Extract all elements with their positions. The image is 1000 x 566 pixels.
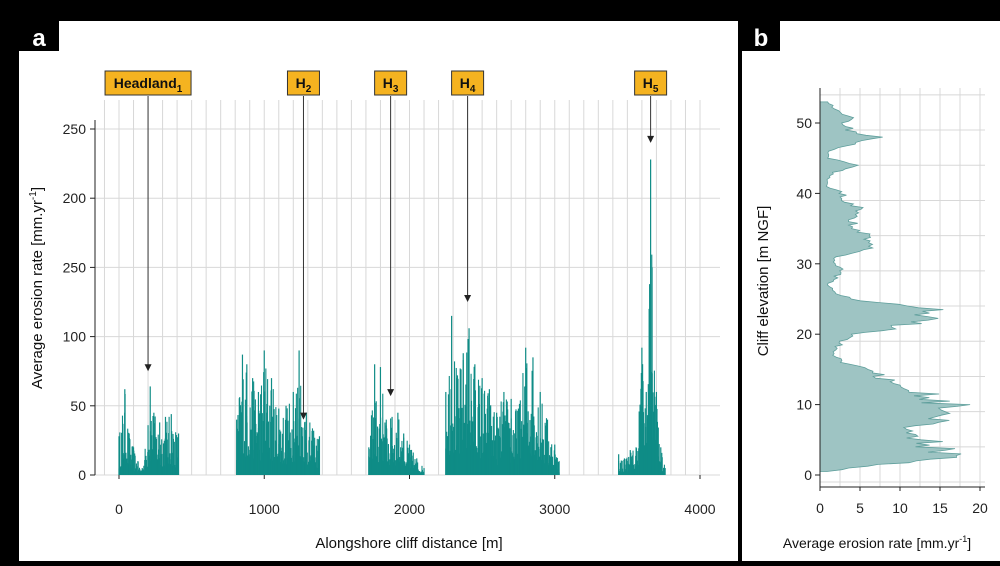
panel-b-y-tick-label: 10 [796, 397, 812, 413]
panel-a-x-axis-label: Alongshore cliff distance [m] [315, 535, 502, 552]
panel-a-x-tick-label: 0 [115, 501, 123, 517]
headland-label-text: H3 [383, 75, 399, 95]
panel-b-profile [819, 101, 971, 472]
headland-arrow-head [464, 295, 472, 302]
panel-a-x-tick-label: 4000 [684, 501, 715, 517]
panel-a-background [19, 21, 738, 561]
panel-a-letter: a [32, 25, 46, 52]
panel-a-bars [118, 159, 666, 475]
panel-b-letter: b [754, 25, 769, 52]
panel-a-x-tick-label: 3000 [539, 501, 570, 517]
headland-label-box [104, 70, 192, 96]
panel-b-x-tick-label: 10 [892, 500, 908, 516]
panel-b-x-tick-label: 15 [932, 500, 948, 516]
panel-a-y-tick-label: 100 [63, 329, 87, 345]
panel-a-x-tick-label: 1000 [249, 501, 280, 517]
headland-label-box [634, 70, 668, 96]
panel-a-grid [95, 100, 720, 476]
panel-a-y-tick-label: 250 [63, 121, 87, 137]
headland-arrow-head [387, 389, 395, 397]
panel-a-y-tick-label: 50 [70, 398, 86, 414]
headland-arrow-head [144, 364, 152, 372]
panel-b-y-tick-label: 20 [796, 326, 812, 342]
panel-b-x-tick-label: 5 [856, 500, 864, 516]
headland-label-text: H4 [460, 75, 476, 95]
headland-label-text: H2 [296, 75, 312, 95]
panel-a-y-tick-label: 0 [78, 467, 86, 483]
panel-b-background [742, 21, 1000, 561]
panel-a-headland-labels: Headland1 H2 H3 H4 H5 [104, 70, 668, 420]
panel-b-y-tick-label: 40 [796, 185, 812, 201]
panel-a-axes: 0 50 100 250 200 250 0 1000 2000 3000 4000 [63, 120, 716, 517]
panel-b-y-tick-label: 0 [804, 467, 812, 483]
headland-label-text: Headland1 [114, 75, 183, 95]
panel-a-y-tick-label: 250 [63, 259, 87, 275]
panel-b-y-tick-label: 50 [796, 115, 812, 131]
panel-b-letter-box [742, 21, 780, 51]
panel-b-x-tick-label: 0 [816, 500, 824, 516]
headland-label-box [451, 70, 485, 96]
headland-arrow-head [299, 412, 307, 420]
panel-b-y-tick-label: 30 [796, 256, 812, 272]
panel-a-y-axis-label: Average erosion rate [mm.yr-1] [28, 187, 46, 389]
panel-a-letter-box [19, 21, 59, 51]
panel-b-y-axis-label: Cliff elevation [m NGF] [755, 206, 772, 357]
panel-a-y-tick-label: 200 [63, 190, 87, 206]
panel-a-x-tick-label: 2000 [394, 501, 425, 517]
headland-arrow-head [647, 135, 655, 143]
headland-label-box [286, 70, 320, 96]
panel-b-x-axis-label: Average erosion rate [mm.yr-1] [783, 534, 971, 551]
headland-label-box [374, 70, 408, 96]
panel-b-profile-area [819, 101, 971, 472]
panel-b-axes: 0 10 20 30 40 50 0 5 10 15 20 [796, 88, 988, 516]
headland-label-text: H5 [643, 75, 659, 95]
panel-b-x-tick-label: 20 [972, 500, 988, 516]
